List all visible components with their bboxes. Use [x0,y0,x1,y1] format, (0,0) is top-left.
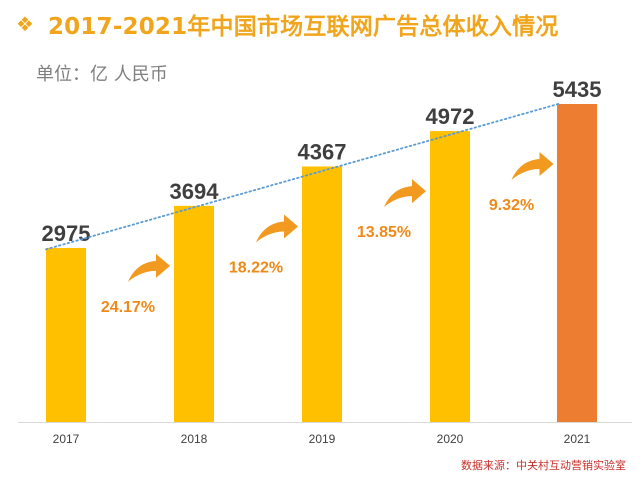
x-tick-2021: 2021 [564,432,591,446]
value-label-2018: 3694 [170,179,220,204]
value-label-2019: 4367 [298,139,347,164]
growth-arrow-icon [256,214,298,243]
unit-label: 单位：亿 人民币 [36,64,168,85]
x-tick-2018: 2018 [181,432,208,446]
growth-arrow-icon [128,253,170,282]
growth-label-2018: 24.17% [101,299,155,316]
bar-2021 [557,104,597,422]
growth-arrow-icon [511,152,554,180]
growth-label-2020: 13.85% [357,224,411,241]
value-label-2020: 4972 [426,104,475,129]
source-note: 数据来源：中关村互动营销实验室 [461,459,626,472]
bar-2020 [430,131,470,422]
bar-2019 [302,166,342,422]
growth-label-2021: 9.32% [489,197,534,214]
trendline [45,102,561,251]
x-tick-2020: 2020 [437,432,464,446]
chart-title: ❖ 2017-2021年中国市场互联网广告总体收入情况 [16,6,559,42]
bar-2018 [174,205,214,422]
title-bullet-icon: ❖ [16,12,34,36]
title-text: 2017-2021年中国市场互联网广告总体收入情况 [47,14,559,40]
value-label-2021: 5435 [553,77,602,102]
x-tick-2017: 2017 [53,432,80,446]
growth-arrow-icon [384,179,426,208]
value-label-2017: 2975 [42,221,91,246]
x-tick-2019: 2019 [309,432,336,446]
bar-2017 [46,247,86,422]
growth-label-2019: 18.22% [229,259,283,276]
